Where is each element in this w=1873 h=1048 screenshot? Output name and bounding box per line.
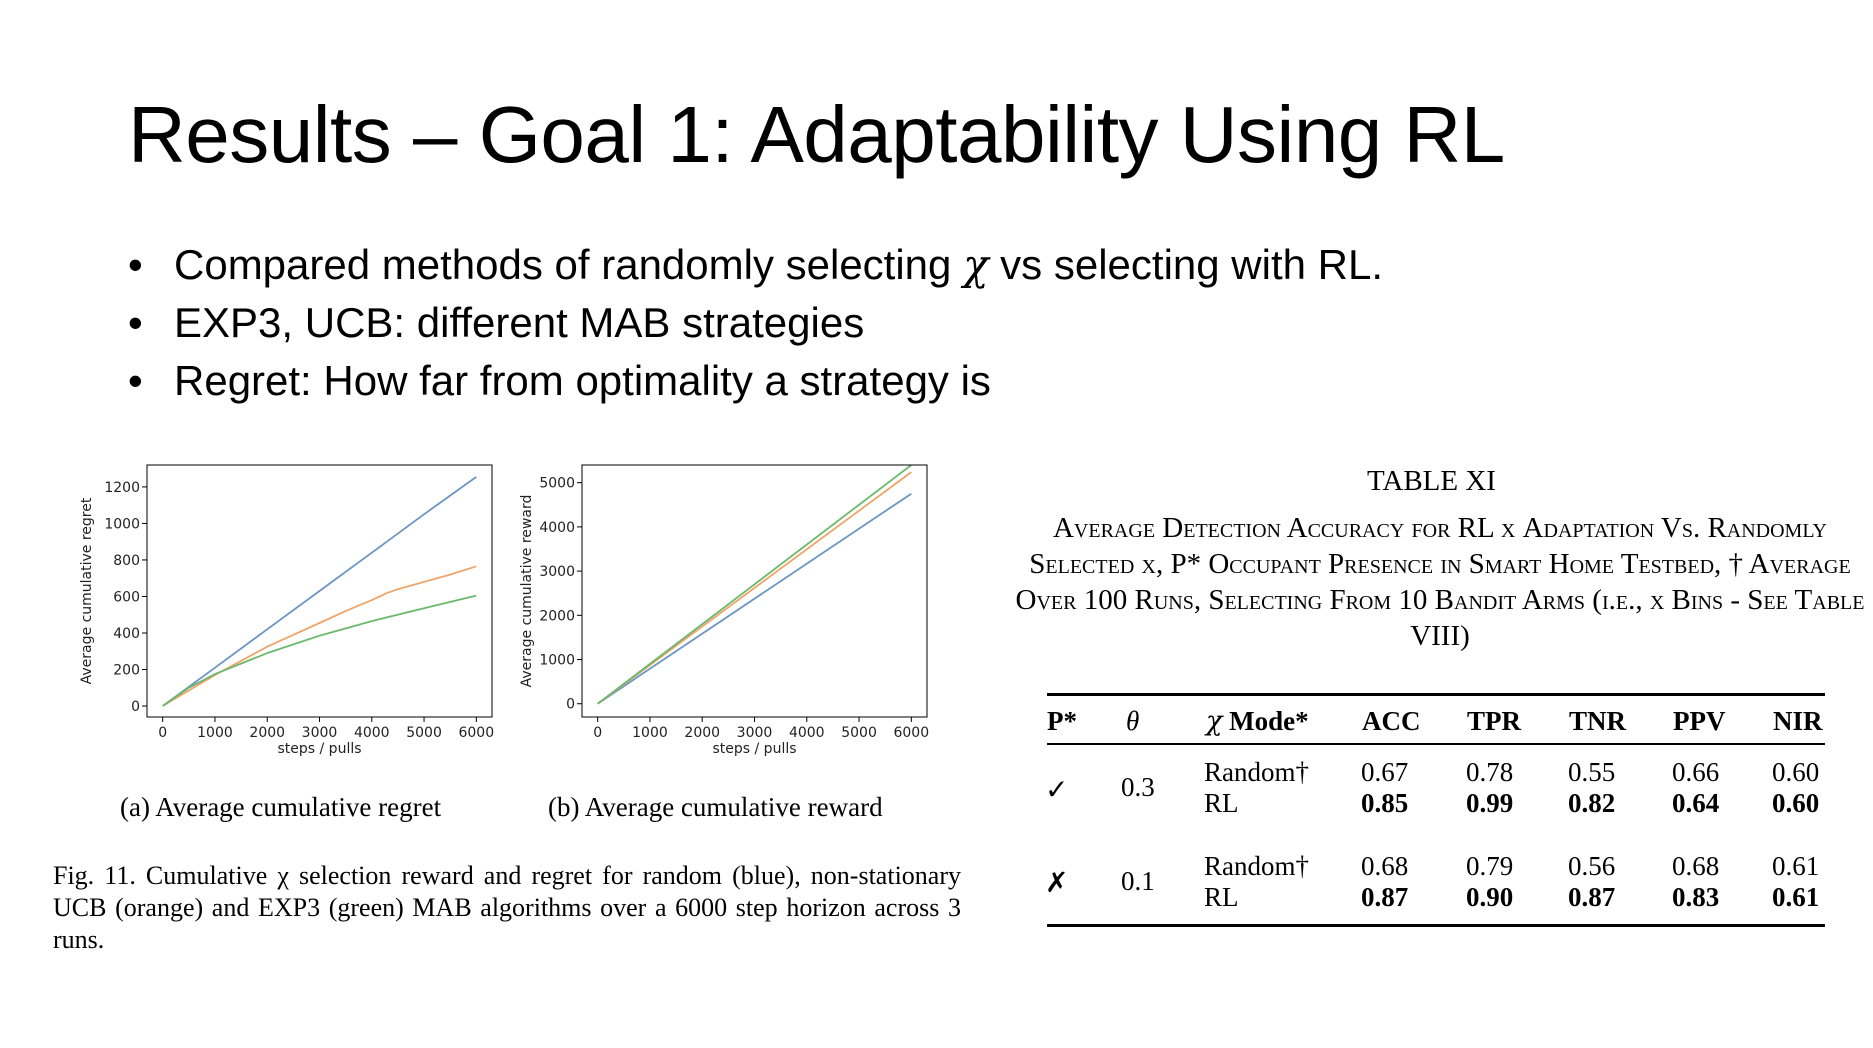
theta-value: 0.3 — [1121, 772, 1155, 802]
x-tick-label: 2000 — [684, 725, 720, 741]
y-tick-label: 5000 — [539, 476, 575, 492]
theta-value: 0.1 — [1121, 866, 1155, 896]
y-tick-label: 1000 — [104, 516, 140, 532]
mode-cell: Random† — [1204, 851, 1309, 881]
x-tick-label: 5000 — [841, 725, 877, 741]
table-top-rule — [1047, 693, 1825, 696]
header-tnr: TNR — [1569, 706, 1627, 736]
bullet-text: Regret: How far from optimality a strate… — [174, 357, 991, 404]
tpr-cell: 0.79 — [1466, 851, 1514, 881]
x-tick-label: 0 — [593, 725, 602, 741]
acc-cell: 0.87 — [1361, 882, 1409, 912]
header-chi: χ — [1206, 706, 1223, 737]
nir-cell: 0.61 — [1772, 882, 1820, 912]
nir-cell: 0.60 — [1772, 788, 1820, 818]
x-tick-label: 3000 — [737, 725, 773, 741]
ppv-cell: 0.83 — [1672, 882, 1720, 912]
y-axis-label: Average cumulative reward — [519, 495, 535, 688]
x-axis-label: steps / pulls — [277, 741, 361, 757]
acc-cell: 0.85 — [1361, 788, 1409, 818]
x-tick-label: 3000 — [302, 725, 338, 741]
table-bottom-rule — [1047, 924, 1825, 927]
mode-cell: RL — [1204, 788, 1239, 818]
bullet-text: Compared methods of randomly selecting — [174, 241, 964, 288]
regret-chart: 0 1000 2000 3000 4000 5000 6000 0 200 400 600 800 10… — [79, 464, 494, 757]
bullet-text: vs selecting with RL. — [988, 241, 1384, 288]
subcaption-b: (b) Average cumulative reward — [548, 792, 883, 822]
x-tick-label: 1000 — [197, 725, 233, 741]
y-tick-label: 2000 — [539, 608, 575, 624]
bullet-item: EXP3, UCB: different MAB strategies — [128, 294, 1383, 352]
header-acc: ACC — [1362, 706, 1421, 736]
chi-symbol: χ — [963, 240, 989, 289]
tnr-cell: 0.87 — [1568, 882, 1616, 912]
exp3-series-line — [597, 464, 912, 705]
header-theta: θ — [1126, 706, 1140, 736]
header-tpr: TPR — [1467, 706, 1521, 736]
x-tick-label: 1000 — [632, 725, 668, 741]
y-tick-label: 0 — [566, 697, 575, 713]
figure-caption: Fig. 11. Cumulative χ selection reward a… — [53, 861, 961, 954]
ppv-cell: 0.66 — [1672, 757, 1720, 787]
x-tick-label: 6000 — [893, 725, 929, 741]
nir-cell: 0.61 — [1772, 851, 1820, 881]
bullet-item: Regret: How far from optimality a strate… — [128, 352, 1383, 410]
y-tick-label: 1000 — [539, 653, 575, 669]
reward-chart: 0 1000 2000 3000 4000 5000 6000 0 1000 2000 3000 40… — [519, 464, 929, 757]
y-tick-label: 4000 — [539, 520, 575, 536]
y-tick-label: 200 — [113, 663, 140, 679]
header-p: P* — [1047, 706, 1077, 736]
y-tick-label: 600 — [113, 589, 140, 605]
header-ppv: PPV — [1673, 706, 1726, 736]
presence-cross: ✗ — [1045, 866, 1069, 899]
table-header-rule — [1047, 743, 1825, 745]
tpr-cell: 0.90 — [1466, 882, 1514, 912]
x-tick-label: 6000 — [458, 725, 494, 741]
bullet-item: Compared methods of randomly selecting χ… — [128, 236, 1383, 294]
y-axis-label: Average cumulative regret — [79, 497, 95, 684]
bullet-list: Compared methods of randomly selecting χ… — [128, 236, 1383, 410]
y-tick-label: 3000 — [539, 564, 575, 580]
tpr-cell: 0.99 — [1466, 788, 1514, 818]
acc-cell: 0.67 — [1361, 757, 1409, 787]
x-tick-label: 4000 — [789, 725, 825, 741]
acc-cell: 0.68 — [1361, 851, 1409, 881]
exp3-series-line — [162, 594, 477, 707]
x-tick-label: 0 — [158, 725, 167, 741]
y-tick-label: 400 — [113, 626, 140, 642]
table-title: TABLE XI — [1367, 465, 1496, 497]
tnr-cell: 0.82 — [1568, 788, 1616, 818]
tnr-cell: 0.55 — [1568, 757, 1616, 787]
header-mode: Mode* — [1229, 706, 1309, 736]
random-series-line — [162, 476, 477, 707]
y-tick-label: 0 — [131, 699, 140, 715]
x-tick-label: 5000 — [406, 725, 442, 741]
bullet-text: EXP3, UCB: different MAB strategies — [174, 299, 865, 346]
subcaption-a: (a) Average cumulative regret — [120, 792, 442, 822]
presence-check: ✓ — [1045, 773, 1069, 806]
nir-cell: 0.60 — [1772, 757, 1820, 787]
x-tick-label: 4000 — [354, 725, 390, 741]
ppv-cell: 0.64 — [1672, 788, 1720, 818]
random-series-line — [597, 492, 912, 705]
y-tick-label: 800 — [113, 553, 140, 569]
ucb-series-line — [162, 565, 477, 707]
mode-cell: Random† — [1204, 757, 1309, 787]
slide-title: Results – Goal 1: Adaptability Using RL — [128, 90, 1505, 179]
ucb-series-line — [597, 471, 912, 705]
tnr-cell: 0.56 — [1568, 851, 1616, 881]
ppv-cell: 0.68 — [1672, 851, 1720, 881]
header-nir: NIR — [1773, 706, 1823, 736]
y-tick-label: 1200 — [104, 480, 140, 496]
x-tick-label: 2000 — [249, 725, 285, 741]
mode-cell: RL — [1204, 882, 1239, 912]
x-axis-label: steps / pulls — [712, 741, 796, 757]
table-caption: Average Detection Accuracy for RL χ Adap… — [1015, 512, 1865, 652]
tpr-cell: 0.78 — [1466, 757, 1514, 787]
